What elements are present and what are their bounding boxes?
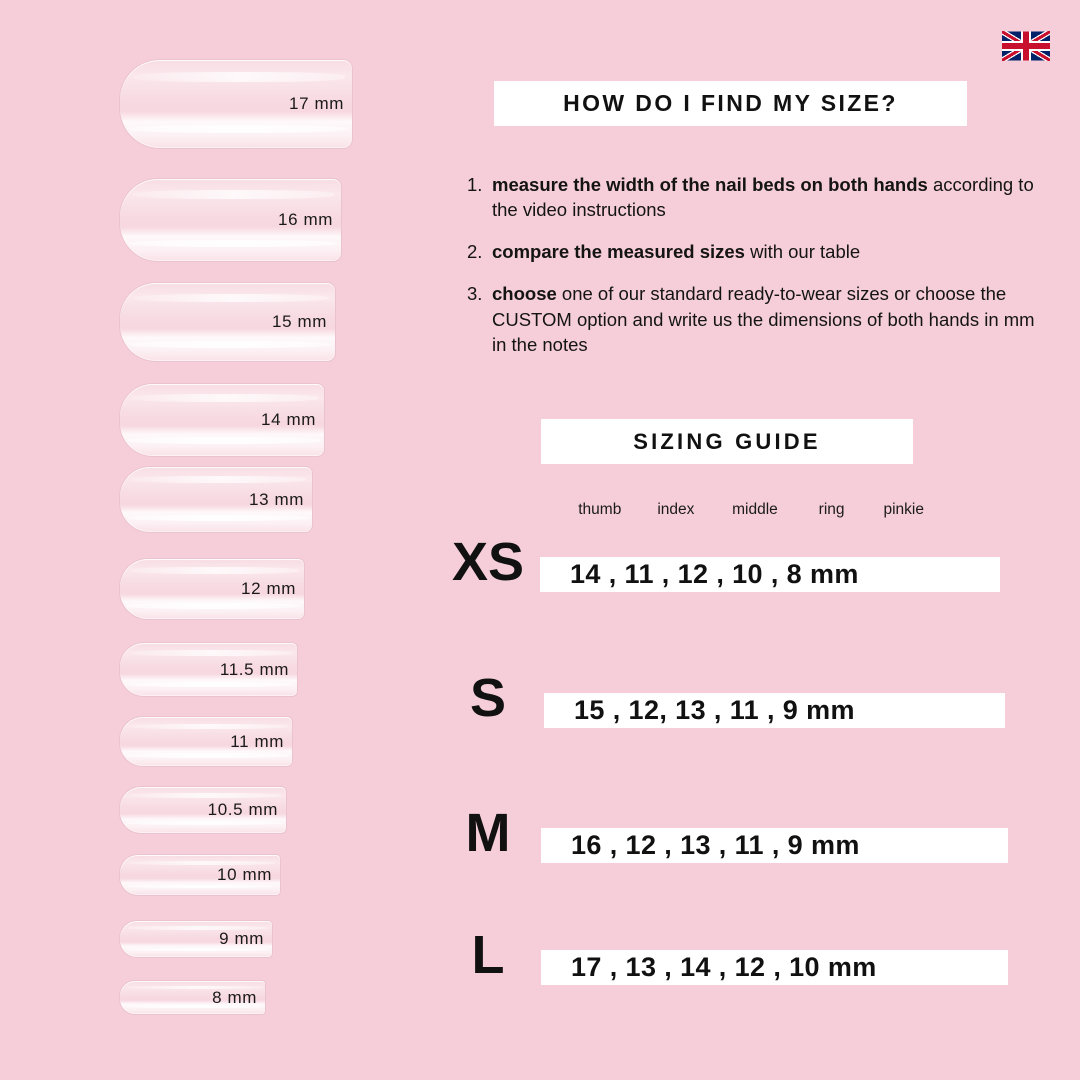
size-values-bar: 16 , 12 , 13 , 11 , 9 mm [541, 828, 1008, 863]
how-to-step: 2. compare the measured sizes with our ta… [467, 239, 1047, 264]
how-to-title-box: HOW DO I FIND MY SIZE? [494, 81, 967, 126]
nail-tip-shape: 10.5 mm [120, 787, 286, 833]
step-text-emphasis: compare the measured sizes [492, 241, 745, 263]
how-to-step: 1. measure the width of the nail beds on … [467, 172, 1047, 222]
nail-tip-shape: 14 mm [120, 384, 324, 456]
info-panel: HOW DO I FIND MY SIZE? 1. measure the wid… [420, 0, 1080, 1080]
nail-tip-size-label: 14 mm [261, 410, 316, 429]
nail-tip-shape: 11.5 mm [120, 643, 297, 696]
finger-header-middle: middle [732, 501, 778, 518]
nail-tip-shape: 11 mm [120, 717, 292, 766]
nail-tip-shape: 15 mm [120, 283, 335, 361]
step-number: 1. [467, 174, 483, 195]
step-text: choose one of our standard ready-to-wear… [492, 281, 1047, 356]
step-text: measure the width of the nail beds on bo… [492, 172, 1047, 222]
size-label-s: S [469, 668, 507, 728]
size-label-l: L [471, 925, 505, 985]
nail-tip-shape: 16 mm [120, 179, 341, 261]
size-values-bar: 17 , 13 , 14 , 12 , 10 mm [541, 950, 1008, 985]
nail-tip-size-label: 10 mm [217, 865, 272, 884]
step-text-rest: according to the video instructions [492, 174, 1034, 221]
nail-tip-shape: 13 mm [120, 467, 312, 532]
nail-tip-size-label: 11 mm [230, 731, 284, 751]
finger-header-index: index [657, 501, 695, 518]
size-measurements-s: 15 , 12, 13 , 11 , 9 mm [574, 695, 855, 725]
nail-tip-size-label: 15 mm [272, 312, 327, 331]
nail-tip-shape: 10 mm [120, 855, 280, 895]
nail-tip-shape: 17 mm [120, 60, 352, 148]
nail-tip-shape: 8 mm [120, 981, 265, 1014]
nail-tip-item: 11.5 mm [120, 643, 297, 696]
nail-tip-size-label: 17 mm [289, 94, 344, 113]
step-text-rest: one of our standard ready-to-wear sizes … [492, 283, 1035, 355]
finger-header-ring: ring [818, 501, 845, 518]
nail-tip-size-label: 13 mm [249, 489, 304, 509]
nail-tip-item: 16 mm [120, 179, 341, 261]
size-values-bar: 15 , 12, 13 , 11 , 9 mm [544, 693, 1005, 728]
sizing-guide-title-box: SIZING GUIDE [541, 419, 913, 464]
finger-header-thumb: thumb [578, 501, 622, 518]
nail-tip-size-label: 12 mm [241, 579, 296, 598]
size-measurements-l: 17 , 13 , 14 , 12 , 10 mm [571, 952, 877, 982]
nail-tip-shape: 9 mm [120, 921, 272, 957]
nail-tip-item: 15 mm [120, 283, 335, 361]
nail-tip-item: 17 mm [120, 60, 352, 148]
finger-column-headers: thumb index middle ring pinkie [561, 501, 941, 519]
step-text-emphasis: choose [492, 283, 557, 305]
step-number: 2. [467, 241, 483, 263]
nail-tip-item: 10 mm [120, 855, 280, 895]
nail-tip-item: 8 mm [120, 981, 265, 1014]
nail-tip-size-label: 11.5 mm [219, 659, 289, 679]
nail-tip-shape: 12 mm [120, 559, 304, 619]
nail-tip-item: 10.5 mm [120, 787, 286, 833]
step-number: 3. [467, 283, 483, 305]
nail-tip-item: 14 mm [120, 384, 324, 456]
nail-tip-size-label: 10.5 mm [207, 800, 278, 819]
nail-tip-size-label: 8 mm [212, 987, 257, 1007]
nail-tip-item: 9 mm [120, 921, 272, 957]
step-text: compare the measured sizes with our tabl… [492, 239, 1047, 264]
size-label-m: M [465, 803, 511, 863]
step-text-rest: with our table [744, 241, 861, 263]
sizing-guide-title: SIZING GUIDE [633, 428, 821, 454]
nail-tip-item: 11 mm [120, 717, 292, 766]
size-measurements-xs: 14 , 11 , 12 , 10 , 8 mm [570, 559, 859, 589]
nail-tip-item: 12 mm [120, 559, 304, 619]
finger-header-pinkie: pinkie [883, 501, 924, 518]
size-measurements-m: 16 , 12 , 13 , 11 , 9 mm [571, 830, 860, 860]
size-label-xs: XS [451, 532, 525, 592]
uk-flag-icon [1000, 29, 1052, 63]
nail-tip-size-label: 16 mm [278, 210, 333, 229]
how-to-step: 3. choose one of our standard ready-to-we… [467, 281, 1047, 356]
nail-tip-item: 13 mm [120, 467, 312, 532]
step-text-emphasis: measure the width of the nail beds on bo… [492, 174, 928, 195]
page-title: HOW DO I FIND MY SIZE? [563, 90, 898, 116]
nail-tip-size-label: 9 mm [219, 929, 264, 948]
nail-tip-ruler: 17 mm 16 mm 15 mm 14 mm 13 mm 12 mm 11.5 mm 11 … [0, 0, 420, 1080]
size-values-bar: 14 , 11 , 12 , 10 , 8 mm [540, 557, 1000, 592]
how-to-steps-list: 1. measure the width of the nail beds on … [467, 172, 1047, 374]
